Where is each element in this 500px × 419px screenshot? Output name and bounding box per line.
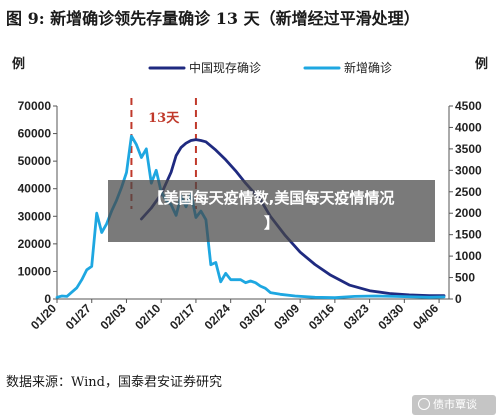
x-axis-tick-label: 01/27 [63,301,94,332]
wechat-icon [418,398,430,410]
legend-label-existing: 中国现存确诊 [189,60,261,75]
right-axis-tick-label: 500 [455,271,475,285]
x-axis-tick-label: 03/09 [271,301,302,332]
right-axis-tick-label: 1500 [455,228,482,242]
left-axis-tick-label: 10000 [18,264,52,278]
x-axis-tick-label: 04/06 [410,301,441,332]
left-axis-tick-label: 20000 [18,237,52,251]
right-axis-tick-label: 2000 [455,206,482,220]
right-axis-tick-label: 4000 [455,120,482,134]
right-axis-tick-label: 0 [455,292,462,306]
series-line-existing [139,138,446,298]
left-axis-tick-label: 30000 [18,209,52,223]
x-axis-tick-label: 03/16 [306,301,337,332]
annotation-label: 13天 [148,111,180,126]
x-axis-tick-label: 02/17 [167,301,198,332]
right-axis-tick-label: 3500 [455,142,482,156]
x-axis-tick-label: 02/10 [132,301,163,332]
left-axis-tick-label: 50000 [18,154,52,168]
left-axis-tick-label: 60000 [18,127,52,141]
right-axis-tick-label: 1000 [455,249,482,263]
banner-line-1: 【美国每天疫情数,美国每天疫情情况 [148,189,395,207]
right-axis-tick-label: 3000 [455,163,482,177]
legend-label-new: 新增确诊 [344,60,392,75]
overlay-banner: 【美国每天疫情数,美国每天疫情情况 】 [108,180,435,242]
left-axis-tick-label: 70000 [18,99,52,113]
left-axis-tick-label: 40000 [18,182,52,196]
right-axis-tick-label: 2500 [455,185,482,199]
line-chart: 中国现存确诊 新增确诊 例 例 010000200003000040000500… [12,56,488,332]
x-axis-tick-label: 02/24 [202,301,233,332]
left-axis-unit: 例 [12,56,25,72]
lead-annotation: 13天 [130,98,197,209]
x-axis-tick-label: 02/03 [97,301,128,332]
figure-title: 图 9: 新增确诊领先存量确诊 13 天（新增经过平滑处理） [6,9,420,28]
x-axis-tick-label: 03/23 [341,301,372,332]
x-axis-tick-label: 03/02 [236,301,267,332]
right-axis-unit: 例 [475,56,488,72]
watermark-text: 债市覃谈 [433,398,477,411]
source-note: 数据来源：Wind，国泰君安证券研究 [6,375,222,390]
right-axis-tick-label: 4500 [455,99,482,113]
x-axis-tick-label: 03/30 [375,301,406,332]
left-axis-tick-label: 0 [44,292,51,306]
banner-line-2: 】 [263,214,279,232]
legend: 中国现存确诊 新增确诊 [148,60,392,75]
watermark: 债市覃谈 [412,395,496,415]
x-axis-tick-label: 01/20 [28,301,59,332]
